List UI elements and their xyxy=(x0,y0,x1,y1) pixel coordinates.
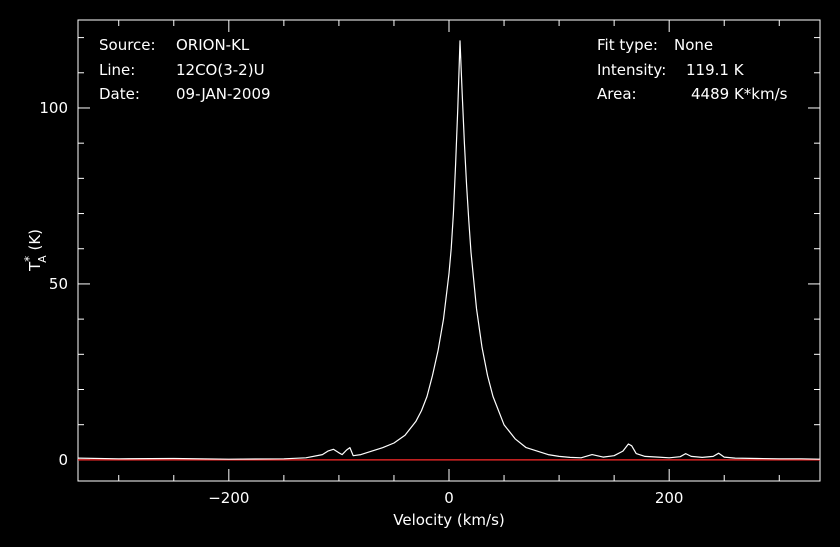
intensity-value: 119.1 K xyxy=(686,61,745,79)
line-value: 12CO(3-2)U xyxy=(176,61,265,79)
intensity-label: Intensity: xyxy=(597,61,666,79)
area-label: Area: xyxy=(597,85,637,103)
series-layer xyxy=(77,40,821,461)
fit-type-label: Fit type: xyxy=(597,36,658,54)
fit-type-value: None xyxy=(674,36,713,54)
y-tick-label: 0 xyxy=(58,451,68,469)
source-label: Source: xyxy=(99,36,156,54)
x-axis-label: Velocity (km/s) xyxy=(393,511,504,529)
y-tick-label: 50 xyxy=(49,275,68,293)
date-label: Date: xyxy=(99,85,140,103)
y-ticks: 0 50 100 xyxy=(39,37,820,469)
y-axis-label: T*A (K) xyxy=(22,229,49,272)
x-tick-label: −200 xyxy=(208,489,249,507)
source-value: ORION-KL xyxy=(176,36,250,54)
x-tick-label: 200 xyxy=(655,489,684,507)
date-value: 09-JAN-2009 xyxy=(176,85,271,103)
line-label: Line: xyxy=(99,61,135,79)
x-tick-label: 0 xyxy=(444,489,454,507)
area-value: 4489 K*km/s xyxy=(691,85,788,103)
y-tick-label: 100 xyxy=(39,99,68,117)
spectrum-line xyxy=(77,40,821,460)
x-ticks: −200 0 200 xyxy=(118,20,780,507)
